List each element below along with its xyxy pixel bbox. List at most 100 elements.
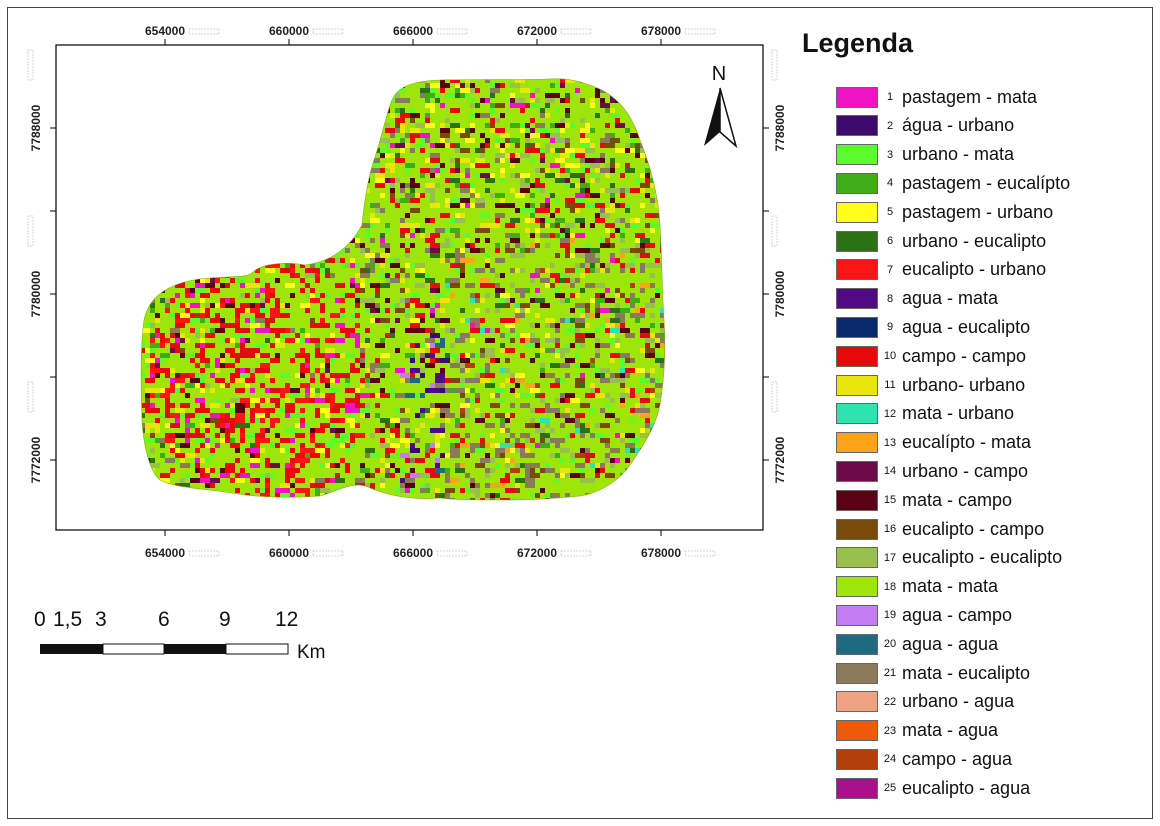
- legend-label: pastagem - urbano: [902, 201, 1054, 222]
- legend-swatch: [836, 547, 878, 569]
- scale-segment-1: [40, 644, 103, 654]
- legend-swatch: [836, 259, 878, 281]
- scale-label-3: 3: [95, 608, 107, 631]
- faint-decimal-digits: [312, 28, 344, 35]
- legend-label: urbano - eucalipto: [902, 230, 1047, 251]
- scale-label-0: 0: [34, 608, 46, 631]
- legend-item: 3 urbano - mata: [836, 142, 1014, 168]
- legend-item: 15 mata - campo: [836, 487, 1012, 513]
- legend-item: 14 urbano - campo: [836, 458, 1028, 484]
- legend-swatch: [836, 633, 878, 655]
- faint-decimal-digits: [188, 550, 220, 557]
- y-coordinate-label-left: 7772000: [29, 436, 43, 483]
- faint-decimal-digits: [771, 215, 778, 247]
- legend-swatch: [836, 316, 878, 338]
- y-coordinate-label-left: 7780000: [29, 270, 43, 317]
- scale-segment-3: [164, 644, 226, 654]
- study-area-boundary: [140, 78, 666, 501]
- legend-label: urbano - agua: [902, 691, 1015, 712]
- faint-decimal-digits: [560, 28, 592, 35]
- legend-item: 11 urbano- urbano: [836, 372, 1025, 398]
- legend-label: campo - campo: [902, 345, 1027, 366]
- y-coordinate-label-right: 7780000: [773, 270, 787, 317]
- legend-item: 25 eucalipto - agua: [836, 775, 1030, 801]
- y-coordinate-label-right: 7772000: [773, 436, 787, 483]
- legend-item: 12 mata - urbano: [836, 401, 1014, 427]
- legend-item: 18 mata - mata: [836, 574, 998, 600]
- legend-number: 2: [886, 119, 894, 132]
- legend-number: 11: [884, 379, 896, 391]
- legend-swatch: [836, 489, 878, 511]
- scale-label-1-5: 1,5: [53, 608, 83, 631]
- x-coordinate-label-bottom: 660000: [269, 546, 309, 560]
- legend-label: urbano - mata: [902, 144, 1015, 165]
- legend-item: 2 água - urbano: [836, 113, 1014, 139]
- legend-number: 19: [883, 609, 897, 622]
- scale-label-9: 9: [219, 608, 231, 631]
- faint-decimal-digits: [684, 28, 716, 35]
- legend-label: pastagem - mata: [902, 86, 1038, 107]
- legend-label: pastagem - eucalípto: [902, 172, 1071, 193]
- legend-swatch: [836, 720, 878, 742]
- legend-item: 24 campo - agua: [836, 746, 1012, 772]
- legend-label: eucalípto - mata: [902, 432, 1032, 453]
- legend-number: 15: [883, 494, 897, 507]
- legend-item: 21 mata - eucalipto: [836, 660, 1030, 686]
- faint-decimal-digits: [27, 49, 34, 81]
- legend-number: 16: [883, 523, 897, 535]
- legend-number: 20: [883, 638, 897, 651]
- coordinate-labels: 654000 654000 660000 660000 666000 666000 6720…: [27, 24, 787, 560]
- x-coordinate-label-top: 672000: [517, 24, 557, 38]
- x-coordinate-label-bottom: 678000: [641, 546, 681, 560]
- scale-segment-2: [102, 643, 165, 655]
- legend-number: 8: [886, 292, 894, 305]
- legend-swatch: [836, 374, 878, 396]
- legend-item: 1 pastagem - mata: [836, 84, 1037, 110]
- faint-decimal-digits: [771, 49, 778, 81]
- legend-item: 9 agua - eucalipto: [836, 314, 1030, 340]
- x-coordinate-label-top: 666000: [393, 24, 433, 38]
- north-arrow: N: [704, 63, 738, 149]
- legend-label: campo - agua: [902, 748, 1013, 769]
- legend-item: 17 eucalipto - eucalipto: [836, 545, 1062, 571]
- legend-swatch: [836, 518, 878, 540]
- legend-label: mata - urbano: [902, 403, 1015, 424]
- legend-swatch: [836, 345, 878, 367]
- faint-decimal-digits: [436, 550, 468, 557]
- legend-swatch: [836, 403, 878, 425]
- legend-swatch: [836, 230, 878, 252]
- legend-label: agua - eucalipto: [902, 316, 1031, 337]
- legend-item: 16 eucalipto - campo: [836, 516, 1044, 542]
- legend-label: água - urbano: [902, 115, 1015, 136]
- legend-number: 24: [883, 753, 897, 766]
- scale-segment-4: [225, 643, 289, 655]
- north-arrow-dark-half: [704, 88, 720, 146]
- x-coordinate-label-bottom: 672000: [517, 546, 557, 560]
- legend-label: eucalipto - campo: [902, 518, 1045, 539]
- legend-item: 19 agua - campo: [836, 602, 1012, 628]
- legend-swatch: [836, 777, 878, 799]
- legend-label: agua - mata: [902, 288, 999, 309]
- legend-number: 17: [883, 551, 897, 564]
- legend-swatch: [836, 432, 878, 454]
- scale-unit: Km: [297, 642, 326, 663]
- legend-number: 1: [886, 91, 894, 103]
- legend-title: Legenda: [802, 28, 914, 58]
- legend-item: 10 campo - campo: [836, 343, 1026, 369]
- legend-item: 5 pastagem - urbano: [836, 199, 1053, 225]
- legend-swatch: [836, 576, 878, 598]
- legend-item: 4 pastagem - eucalípto: [836, 170, 1070, 196]
- faint-decimal-digits: [27, 215, 34, 247]
- legend-number: 14: [883, 465, 897, 478]
- x-coordinate-label-bottom: 666000: [393, 546, 433, 560]
- x-coordinate-label-bottom: 654000: [145, 546, 185, 560]
- scale-label-12: 12: [275, 608, 299, 631]
- faint-decimal-digits: [771, 381, 778, 413]
- legend-item: 7 eucalipto - urbano: [836, 257, 1046, 283]
- faint-decimal-digits: [436, 28, 468, 35]
- faint-decimal-digits: [684, 550, 716, 557]
- legend-swatch: [836, 460, 878, 482]
- legend-swatch: [836, 662, 878, 684]
- legend-swatch: [836, 604, 878, 626]
